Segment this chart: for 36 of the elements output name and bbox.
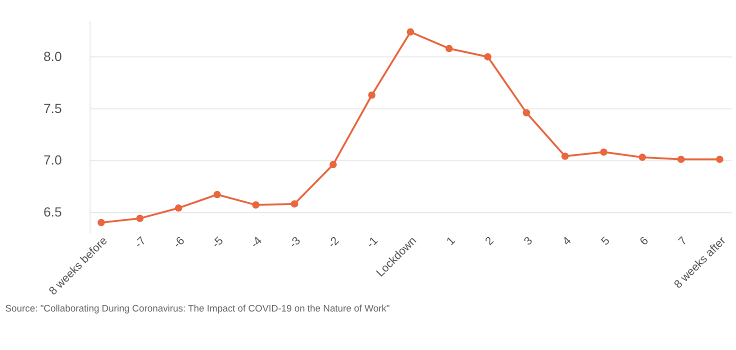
x-tick-label: -1 [364, 234, 380, 250]
x-tick-label: -5 [210, 234, 226, 250]
point [136, 214, 144, 222]
point [174, 204, 182, 212]
point [330, 160, 337, 168]
point [561, 152, 569, 160]
y-tick-label: 7.5 [43, 100, 62, 116]
x-tick-label: -3 [288, 234, 304, 250]
point [252, 201, 260, 209]
point [600, 148, 608, 156]
x-tick-label: 3 [522, 234, 536, 248]
y-tick-label: 7.0 [43, 152, 62, 168]
y-tick-label: 6.5 [43, 204, 62, 220]
x-tick-label: -7 [132, 234, 148, 250]
point [484, 53, 492, 60]
y-tick-label: 8.0 [43, 49, 62, 64]
point [677, 156, 685, 163]
point [214, 190, 221, 198]
x-tick-label: 1 [444, 234, 458, 248]
x-tick-label: -4 [248, 234, 264, 250]
source-note: Source: "Collaborating During Coronavirus: The Impact of COVID-19 on the Nature of Work" [5, 302, 390, 314]
x-tick-label: -2 [326, 234, 342, 250]
point [638, 154, 646, 161]
x-tick-label: 6 [638, 234, 651, 248]
x-tick-label: -6 [172, 234, 188, 250]
x-tick-label: 7 [676, 234, 690, 248]
point [445, 44, 453, 52]
point [522, 109, 530, 116]
point [406, 28, 414, 36]
point [368, 91, 376, 99]
x-tick-label: 4 [560, 234, 574, 248]
x-tick-label: 2 [483, 234, 496, 248]
point [290, 200, 298, 208]
point [716, 156, 724, 163]
point [98, 218, 105, 226]
x-tick-label: 5 [599, 234, 612, 248]
